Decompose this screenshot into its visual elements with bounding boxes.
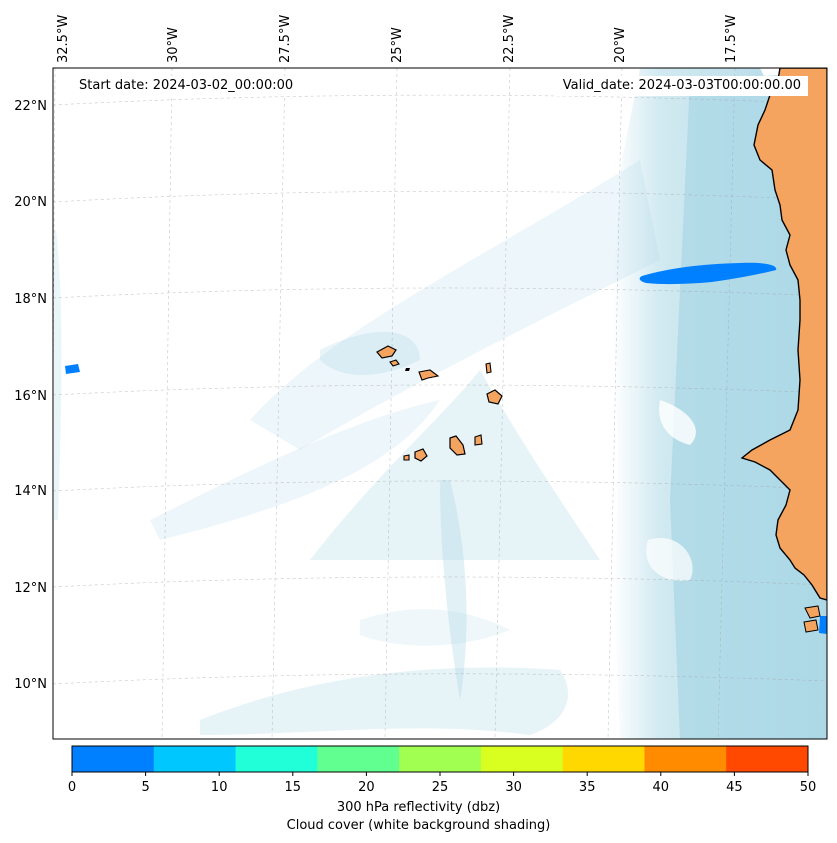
colorbar-segment [644,746,727,772]
colorbar-tick-label: 40 [653,780,670,795]
lon-label: 25°W [390,27,405,63]
valid-date-label: Valid_date: 2024-03-03T00:00:00.00 [555,76,808,96]
africa-coastline [740,68,827,601]
land-layer [376,68,827,633]
colorbar-segment [153,746,237,772]
colorbar-tick-label: 45 [726,780,743,795]
gridlines [53,68,827,739]
start-date-label: Start date: 2024-03-02_00:00:00 [72,76,301,96]
lon-label: 27.5°W [278,15,293,63]
lat-label: 20°N [14,195,47,210]
island-brava [403,454,410,461]
colorbar-title: 300 hPa reflectivity (dbz) [336,800,501,815]
lat-label: 10°N [14,677,47,692]
island-maio [474,434,483,446]
colorbar-subtitle: Cloud cover (white background shading) [286,818,551,833]
lat-labels: 22°N 20°N 18°N 16°N 14°N 12°N 10°N [14,99,47,692]
lon-label: 30°W [166,27,181,63]
bijagos-island-2 [803,619,819,633]
island-sao-nicolau [418,369,440,381]
map-frame [52,67,828,740]
cloud-cover-layer [54,68,827,739]
colorbar-tick-label: 25 [432,780,449,795]
reflectivity-patch-west [65,364,80,374]
reflectivity-patch-north [639,262,777,285]
colorbar: 0 5 10 15 20 25 30 35 40 45 50 [68,745,817,795]
lat-label: 16°N [14,389,47,404]
colorbar-segment [317,746,400,772]
colorbar-segment [72,746,155,772]
colorbar-tick-label: 10 [211,780,228,795]
colorbar-tick-label: 0 [68,780,76,795]
lon-labels: 32.5°W 30°W 27.5°W 25°W 22.5°W 20°W 17.5… [56,15,739,63]
colorbar-segment [562,746,645,772]
reflectivity-layer [65,262,827,634]
colorbar-tick-label: 35 [579,780,596,795]
colorbar-segment [235,746,318,772]
island-fogo [414,448,428,462]
lon-label: 20°W [613,27,628,63]
lon-label: 17.5°W [724,15,739,63]
lat-label: 12°N [14,581,47,596]
island-sal [485,362,492,374]
lat-label: 22°N [14,99,47,114]
lon-label: 32.5°W [56,15,71,63]
colorbar-tick-label: 20 [358,780,375,795]
lat-label: 14°N [14,484,47,499]
colorbar-tick-label: 30 [505,780,522,795]
colorbar-segment [726,746,809,772]
island-sao-vicente [389,359,400,367]
island-boa-vista [486,389,503,405]
island-santiago [449,435,466,456]
colorbar-segment [480,746,564,772]
colorbar-tick-label: 50 [800,780,817,795]
lon-label: 22.5°W [502,15,517,63]
reflectivity-patch-south [819,616,827,634]
island-santo-antao [376,345,397,359]
colorbar-tick-label: 5 [141,780,149,795]
colorbar-tick-label: 15 [285,780,302,795]
bijagos-island [804,605,821,619]
lat-label: 18°N [14,292,47,307]
colorbar-segment [399,746,482,772]
island-santa-luzia [405,368,410,371]
